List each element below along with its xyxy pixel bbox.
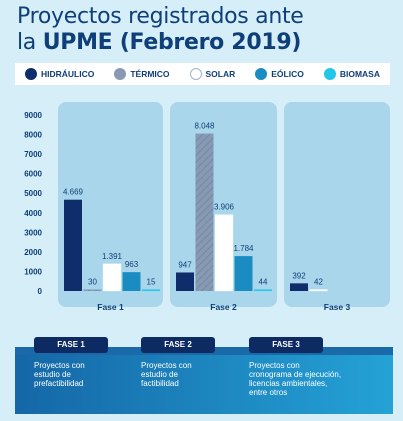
legend-swatch-eolico [255, 68, 268, 80]
phase-3-badge: FASE 3 [249, 337, 323, 353]
legend-label-eolico: EÓLICO [271, 69, 304, 79]
phase-panel-3 [284, 102, 390, 307]
bar-value-label: 947 [178, 260, 192, 269]
bar-térmico-fase-2 [195, 133, 214, 291]
phase-1-description: Proyectos con estudio de prefactibilidad [34, 361, 134, 388]
bar-hidráulico-fase-1 [64, 199, 82, 291]
legend-swatch-solar [189, 68, 202, 80]
bar-eólico-fase-2 [234, 256, 253, 291]
bar-biomasa-fase-1 [142, 289, 160, 291]
bar-solar-fase-1 [102, 263, 122, 292]
title-line-1: Proyectos registrados ante [17, 4, 304, 29]
x-category-label: Fase 2 [210, 302, 237, 312]
bar-value-label: 1.391 [102, 252, 123, 261]
phase-1-badge: FASE 1 [34, 337, 108, 353]
phase-3-desc-line-2: cronograma de ejecución, [249, 370, 342, 379]
bar-value-label: 30 [88, 278, 97, 287]
bar-chart: 9000 8000 7000 6000 5000 4000 3000 2000 1000 0 4.… [24, 102, 390, 312]
legend-item-eolico: EÓLICO [255, 68, 304, 80]
y-tick-label: 3000 [24, 228, 42, 237]
y-tick-label: 9000 [24, 111, 42, 120]
legend-swatch-hidraulico [24, 68, 37, 80]
legend-item-solar: SOLAR [189, 68, 236, 80]
bar-hidráulico-fase-2 [176, 272, 194, 291]
x-category-label: Fase 1 [97, 302, 124, 312]
bar-value-label: 4.669 [63, 188, 84, 197]
phase-panel-1 [58, 102, 163, 307]
phase-2-desc-line-1: Proyectos con [141, 361, 192, 370]
x-category-label: Fase 3 [324, 302, 351, 312]
bar-biomasa-fase-2 [254, 289, 272, 291]
phase-2-badge: FASE 2 [141, 337, 215, 353]
legend-label-hidraulico: HIDRÁULICO [40, 69, 95, 79]
bar-value-label: 392 [292, 271, 306, 280]
legend-item-termico: TÉRMICO [114, 68, 170, 80]
y-tick-label: 0 [38, 287, 43, 296]
phase-3-desc-line-4: entre otros [249, 388, 288, 397]
y-tick-label: 6000 [24, 170, 42, 179]
title-line-2-prefix: la [17, 30, 43, 55]
bar-value-label: 42 [314, 278, 323, 287]
y-tick-label: 5000 [24, 189, 42, 198]
bar-eólico-fase-1 [122, 272, 141, 291]
bar-solar-fase-3 [309, 289, 328, 292]
legend-label-solar: SOLAR [205, 69, 236, 79]
phase-1-desc-line-3: prefactibilidad [34, 379, 84, 388]
phase-1-desc-line-1: Proyectos con [34, 361, 85, 370]
bar-value-label: 15 [147, 278, 156, 287]
bar-value-label: 1.784 [233, 244, 254, 253]
bar-value-label: 3.906 [214, 203, 235, 212]
title-line-2-bold: UPME (Febrero 2019) [42, 30, 302, 55]
phase-2-desc-line-2: estudio de [141, 370, 178, 379]
phase-2-desc-line-3: factibilidad [141, 379, 179, 388]
legend-label-termico: TÉRMICO [130, 69, 170, 79]
phase-1-desc-line-2: estudio de [34, 370, 71, 379]
phase-3-desc-line-1: Proyectos con [249, 361, 300, 370]
phase-3-desc-line-3: licencias ambientales, [249, 379, 328, 388]
title-line-2: la UPME (Febrero 2019) [17, 30, 304, 56]
legend-item-hidraulico: HIDRÁULICO [24, 68, 95, 80]
bar-solar-fase-2 [214, 214, 234, 292]
legend-label-biomasa: BIOMASA [339, 69, 380, 79]
y-tick-label: 4000 [24, 209, 42, 218]
y-tick-label: 8000 [24, 131, 42, 140]
bar-value-label: 44 [259, 278, 268, 287]
y-tick-label: 1000 [24, 267, 42, 276]
bar-térmico-fase-1 [83, 289, 102, 291]
y-tick-label: 2000 [24, 248, 42, 257]
bar-value-label: 8.048 [194, 122, 215, 131]
legend-swatch-biomasa [323, 68, 336, 80]
legend-swatch-termico [114, 68, 127, 80]
legend-item-biomasa: BIOMASA [323, 68, 380, 80]
chart-legend: HIDRÁULICO TÉRMICO SOLAR EÓLICO BIOMASA [15, 63, 390, 85]
bar-value-label: 963 [125, 260, 139, 269]
page-title: Proyectos registrados ante la UPME (Febr… [17, 4, 304, 56]
phase-3-description: Proyectos con cronograma de ejecución, l… [249, 361, 389, 397]
y-tick-label: 7000 [24, 150, 42, 159]
phase-2-description: Proyectos con estudio de factibilidad [141, 361, 241, 388]
bar-hidráulico-fase-3 [290, 283, 308, 291]
